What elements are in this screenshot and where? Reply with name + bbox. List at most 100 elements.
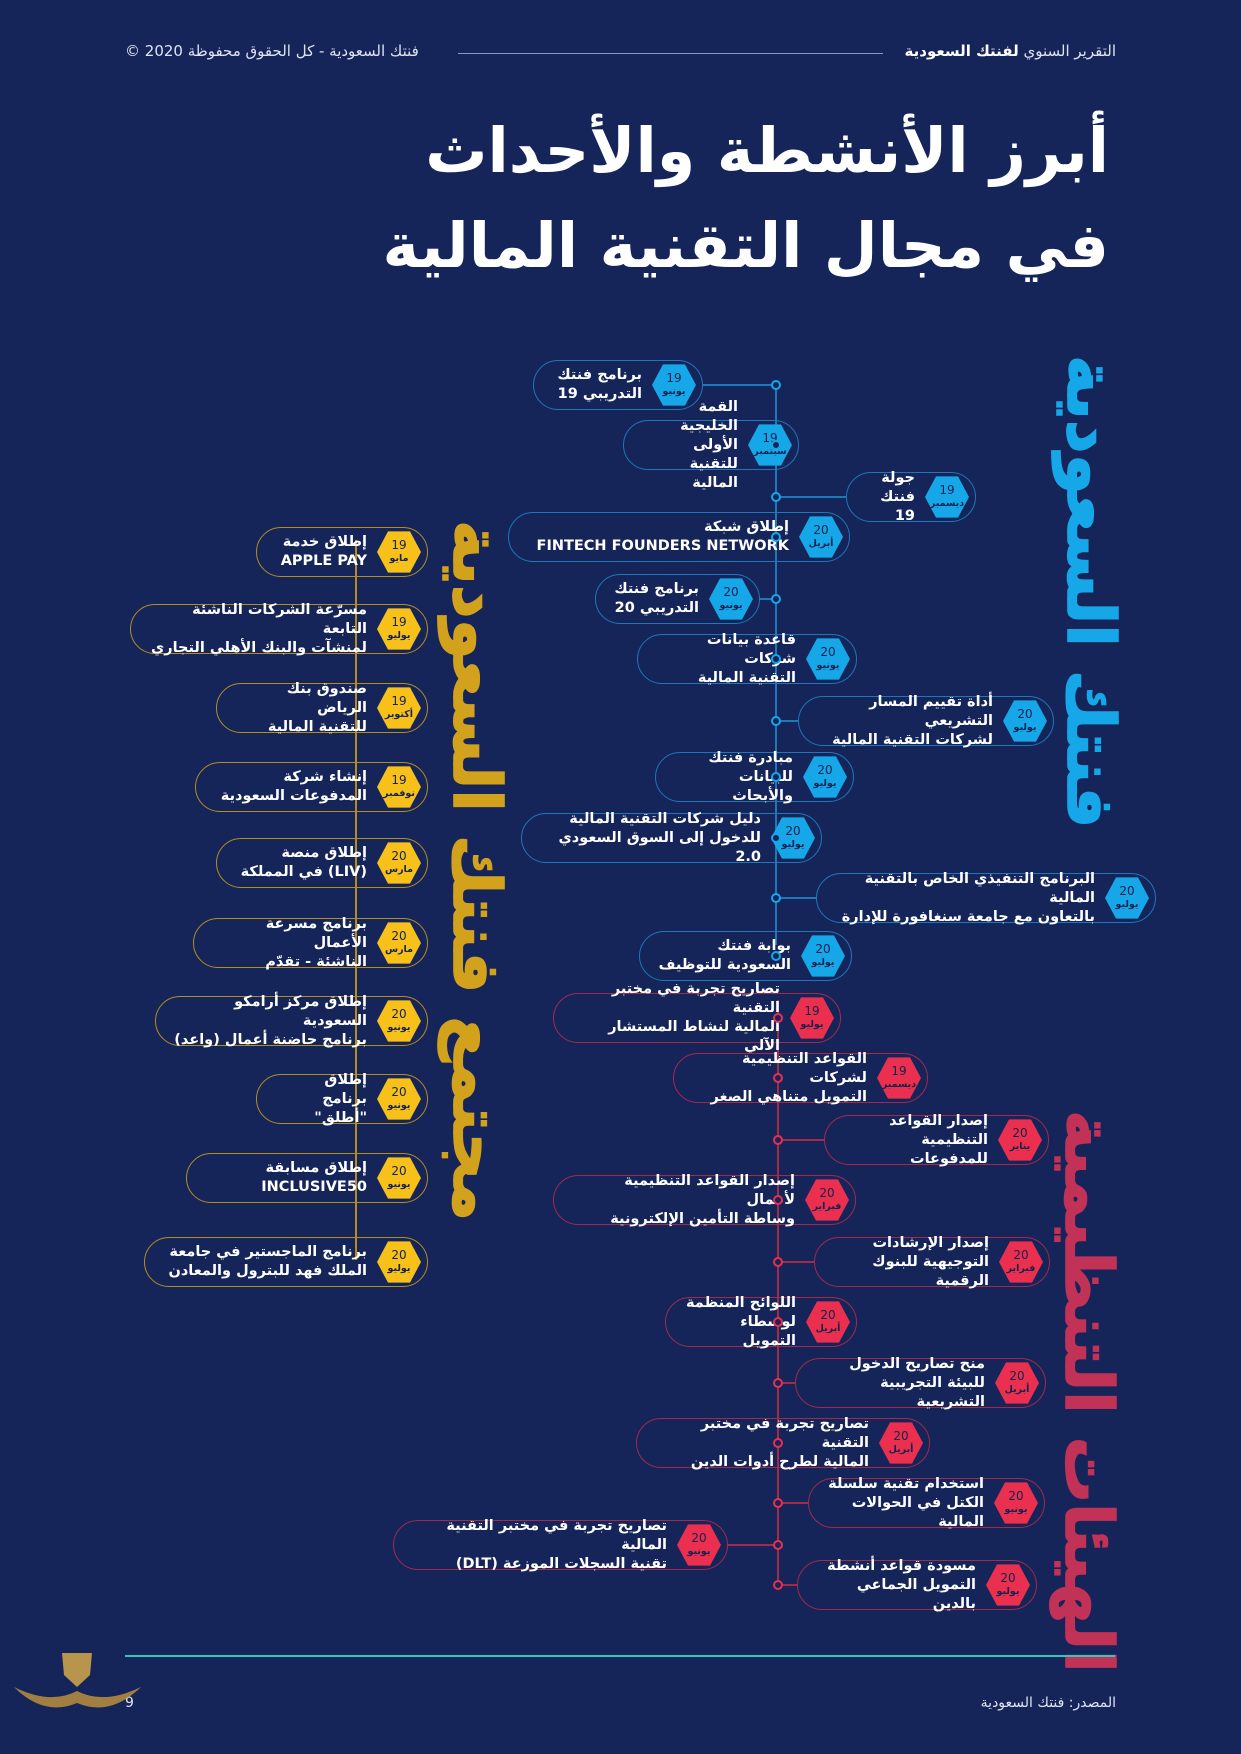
badge-year: 20 [391, 849, 407, 863]
regulator_events-item: تصاريح تجربة في مختبر التقنية المالية لط… [636, 1416, 930, 1470]
badge-year: 19 [391, 615, 407, 629]
event-text: استخدام تقنية سلسلة الكتل في الحوالات ال… [828, 1475, 984, 1530]
date-badge: 20 فبراير [805, 1179, 849, 1221]
connector [778, 1382, 795, 1384]
badge-month: أبريل [815, 1323, 841, 1334]
badge-month: يوليو [813, 778, 837, 789]
badge-month: مارس [384, 864, 414, 875]
date-badge: 20 أبريل [806, 1301, 850, 1343]
timeline-spine-fintech-saudi [775, 385, 777, 945]
event-text: برنامج فنتك التدريبي 19 [557, 367, 642, 402]
regulator_events-item: منح تصاريح الدخول للبيئة التجريبية التشر… [795, 1356, 1046, 1410]
event-text: تصاريح تجربة في مختبر التقنية المالية لط… [690, 1415, 869, 1470]
badge-year: 20 [1008, 1489, 1024, 1503]
badge-year: 20 [1119, 884, 1135, 898]
date-badge: 20 يونيو [377, 1157, 421, 1199]
event-text: إطلاق خدمة APPLE PAY [280, 534, 367, 569]
community_events-item: إطلاق منصة في المملكة (LIV) 20 مارس [216, 838, 428, 888]
footer-rule [125, 1655, 1115, 1657]
timeline-node [773, 1257, 783, 1267]
fintech_saudi_events-item: برنامج فنتك التدريبي 20 20 يونيو [595, 574, 760, 624]
date-badge: 20 أبريل [995, 1362, 1039, 1404]
badge-year: 20 [1009, 1369, 1025, 1383]
community_events-item: إطلاق برنامج "أطلق" 20 يونيو [256, 1072, 428, 1126]
timeline-node [771, 440, 781, 450]
timeline-node [773, 1580, 783, 1590]
date-badge: 20 يوليو [803, 756, 847, 798]
date-badge: 20 مارس [377, 922, 421, 964]
badge-month: يوليو [800, 1019, 824, 1030]
fintech_saudi_events-item: القمة الخليجية الأولى للتقنية المالية 19 س… [623, 399, 799, 491]
group-label-community: مجتمع فنتك السعودية [437, 519, 516, 1222]
badge-month: يونيو [1004, 1504, 1028, 1515]
badge-month: يناير [1009, 1141, 1031, 1152]
fintech_saudi_events-item: بوابة فنتك السعودية للتوظيف 20 يوليو [639, 931, 852, 981]
date-badge: 20 يوليو [986, 1564, 1030, 1606]
community_events-item: برنامج الماجستير في جامعة الملك فهد للبت… [144, 1237, 428, 1287]
badge-month: يوليو [1013, 722, 1037, 733]
regulator_events-item: مسودة قواعد أنشطة التمويل الجماعي بالدين… [797, 1558, 1037, 1612]
regulator_events-item: تصاريح تجربة في مختبر التقنية المالية لن… [553, 981, 841, 1054]
timeline-node [771, 833, 781, 843]
event-text: إنشاء شركة المدفوعات السعودية [220, 769, 367, 804]
badge-year: 20 [785, 824, 801, 838]
regulator_events-item: إصدار القواعد التنظيمية للمدفوعات 20 يناير [824, 1113, 1049, 1167]
badge-year: 20 [1012, 1126, 1028, 1140]
badge-year: 20 [893, 1429, 909, 1443]
date-badge: 20 يونيو [709, 578, 753, 620]
date-badge: 20 يوليو [1003, 700, 1047, 742]
connector [776, 720, 798, 722]
timeline-node [773, 1438, 783, 1448]
badge-month: يوليو [387, 1263, 411, 1274]
timeline-node [773, 1013, 783, 1023]
badge-month: نوفمبر [383, 788, 415, 799]
date-badge: 20 يونيو [994, 1482, 1038, 1524]
date-badge: 19 ديسمبر [877, 1057, 921, 1099]
date-badge: 20 فبراير [999, 1241, 1043, 1283]
event-text: جولة فنتك 19 [880, 469, 915, 524]
timeline-node [771, 772, 781, 782]
badge-month: يونيو [816, 660, 840, 671]
date-badge: 19 سبتمبر [748, 424, 792, 466]
event-text: صندوق بنك الرياض للتقنية المالية [267, 680, 367, 735]
timeline-node [771, 492, 781, 502]
connector [703, 384, 776, 386]
date-badge: 19 أكتوبر [377, 687, 421, 729]
regulator_events-item: استخدام تقنية سلسلة الكتل في الحوالات ال… [808, 1476, 1045, 1530]
timeline-node [771, 951, 781, 961]
badge-month: ديسمبر [929, 498, 965, 509]
timeline-node [773, 1135, 783, 1145]
report-name: التقرير السنوي لفنتك السعودية [905, 42, 1116, 60]
community_events-item: إطلاق خدمة APPLE PAY 19 مايو [256, 527, 428, 577]
timeline-node [771, 380, 781, 390]
connector [760, 598, 776, 600]
page-number: 9 [125, 1695, 134, 1711]
timeline-node [773, 1073, 783, 1083]
date-badge: 20 يوليو [377, 1241, 421, 1283]
timeline-node [771, 654, 781, 664]
source-note: المصدر: فنتك السعودية [980, 1695, 1116, 1711]
community_events-item: إطلاق مسابقة INCLUSIVE50 20 يونيو [186, 1153, 428, 1203]
community_events-item: إنشاء شركة المدفوعات السعودية 19 نوفمبر [195, 762, 428, 812]
event-text: إطلاق منصة في المملكة (LIV) [240, 845, 367, 880]
community_events-item: صندوق بنك الرياض للتقنية المالية 19 أكتوبر [216, 681, 428, 735]
badge-month: أبريل [1004, 1384, 1030, 1395]
connector [778, 1502, 808, 1504]
badge-year: 20 [391, 1248, 407, 1262]
event-text: منح تصاريح الدخول للبيئة التجريبية التشر… [849, 1355, 985, 1410]
timeline-node [773, 1540, 783, 1550]
page-title-line2: في مجال التقنية المالية [382, 209, 1109, 282]
fintech_saudi_events-item: البرنامج التنفيذي الخاص بالتقنية المالية… [816, 871, 1156, 925]
badge-month: أكتوبر [384, 709, 414, 720]
timeline-node [771, 716, 781, 726]
badge-month: يونيو [387, 1022, 411, 1033]
event-text: إطلاق شبكة FINTECH FOUNDERS NETWORK [536, 519, 789, 554]
connector [778, 1139, 824, 1141]
event-text: إطلاق مسابقة INCLUSIVE50 [261, 1160, 367, 1195]
badge-year: 20 [815, 942, 831, 956]
date-badge: 20 يونيو [677, 1524, 721, 1566]
forum-logo [10, 1645, 145, 1745]
community_events-item: إطلاق مركز أرامكو السعودية (واعد) برنامج… [155, 994, 428, 1048]
event-text: تصاريح تجربة في مختبر التقنية المالية (D… [446, 1517, 667, 1572]
date-badge: 20 يونيو [806, 638, 850, 680]
